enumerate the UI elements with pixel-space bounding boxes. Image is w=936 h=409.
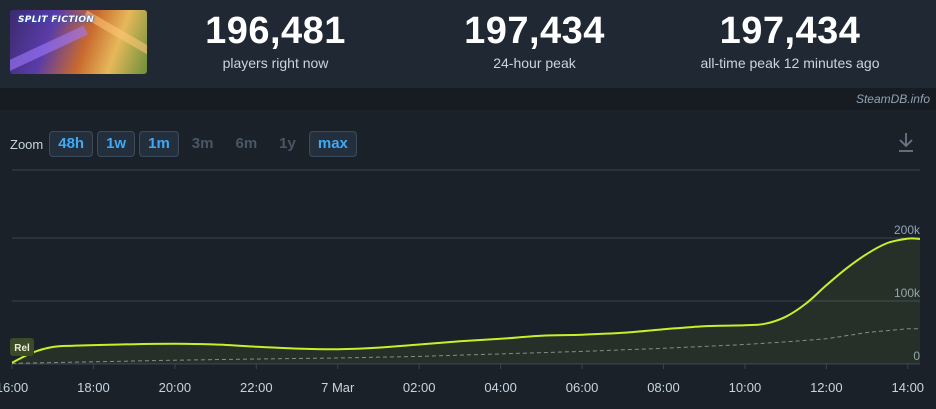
stat-24h-peak: 197,434 24-hour peak [447,10,622,72]
stat-value: 197,434 [719,10,861,52]
game-logo-text: SPLIT FICTION [18,15,95,25]
stat-label: 24-hour peak [493,55,576,71]
game-header-image[interactable]: SPLIT FICTION [10,10,147,74]
stats-header: SPLIT FICTION 196,481 players right now … [0,0,936,88]
x-tick-label: 16:00 [0,380,28,395]
stat-value: 196,481 [205,10,346,52]
zoom-label: Zoom [10,136,44,152]
x-tick-label: 7 Mar [321,380,355,395]
art-streak [10,25,88,73]
x-tick-label: 14:00 [892,380,925,395]
stat-label: players right now [222,55,329,71]
rel-badge[interactable] [10,338,34,356]
stat-value: 197,434 [464,10,605,52]
stat-players-now: 196,481 players right now [188,10,363,72]
x-tick-label: 02:00 [403,380,436,395]
steamdb-credit[interactable]: SteamDB.info [855,92,930,106]
x-tick-label: 22:00 [240,380,273,395]
reference-series-line [11,328,920,364]
zoom-controls: Zoom 48h 1w 1m 3m 6m 1y max [10,130,361,158]
x-tick-label: 12:00 [810,380,843,395]
zoom-48h-button[interactable]: 48h [49,131,94,157]
x-tick-label: 20:00 [159,380,192,395]
zoom-6m-button: 6m [235,135,258,152]
x-tick-label: 08:00 [647,380,680,395]
zoom-max-button[interactable]: max [308,131,357,157]
y-tick-label: 200k [894,223,921,237]
zoom-1y-button: 1y [279,135,296,152]
zoom-1m-button[interactable]: 1m [139,131,179,157]
x-tick-label: 06:00 [566,380,599,395]
x-tick-label: 04:00 [484,380,517,395]
header-divider-band [0,88,936,110]
players-series-area [12,238,920,364]
stat-label: all-time peak 12 minutes ago [700,55,880,71]
x-tick-label: 10:00 [729,380,762,395]
x-tick-label: 18:00 [77,380,110,395]
y-tick-label: 100k [894,286,921,300]
player-count-chart[interactable]: 0 100k 200k 16:00 18:00 20:00 22:00 7 Mar 02:00 0… [0,168,936,404]
stat-all-time-peak: 197,434 all-time peak 12 minutes ago [680,10,900,72]
chart-canvas[interactable]: 0 100k 200k 16:00 18:00 20:00 22:00 7 Mar 02:00 0… [0,168,936,404]
zoom-1w-button[interactable]: 1w [97,131,136,157]
download-icon[interactable] [896,131,916,153]
zoom-3m-button: 3m [191,135,214,152]
y-tick-label: 0 [913,349,920,363]
rel-badge-label: Rel [14,343,30,354]
players-series-line [11,237,921,364]
